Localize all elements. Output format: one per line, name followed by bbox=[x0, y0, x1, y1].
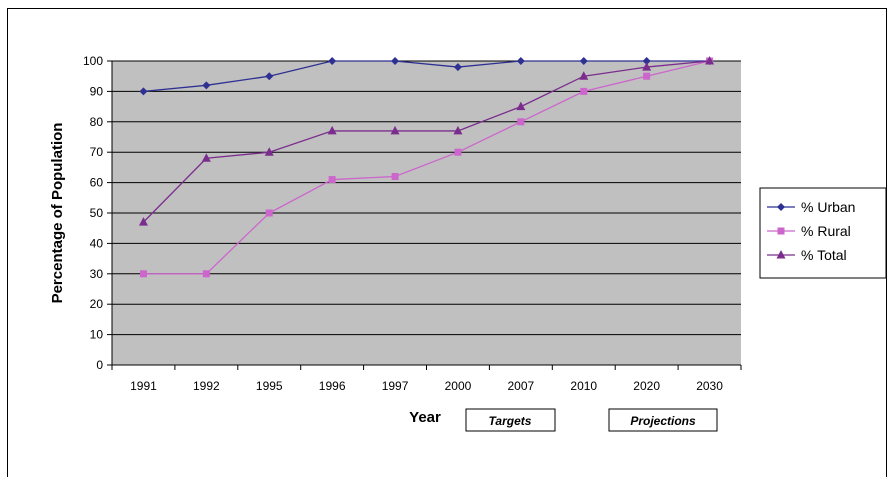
data-point-urban bbox=[139, 87, 148, 96]
x-tick-label: 2030 bbox=[696, 379, 723, 393]
data-point-total bbox=[453, 125, 463, 135]
x-tick-label: 2000 bbox=[445, 379, 472, 393]
y-tick-labels: 0 10 20 30 40 50 60 70 80 90 100 bbox=[83, 54, 103, 372]
x-tick-label: 2007 bbox=[507, 379, 534, 393]
x-tick-label: 1992 bbox=[193, 379, 220, 393]
x-tick-label: 1997 bbox=[382, 379, 409, 393]
data-point-rural bbox=[643, 72, 651, 80]
data-point-urban bbox=[265, 72, 274, 81]
gridlines bbox=[112, 60, 741, 336]
x-axis-title: Year bbox=[409, 409, 441, 426]
data-point-total bbox=[264, 147, 274, 156]
legend-marker bbox=[776, 250, 786, 259]
data-point-rural bbox=[139, 270, 147, 278]
y-tick-label: 40 bbox=[90, 236, 104, 250]
data-point-urban bbox=[202, 81, 211, 90]
legend-label: % Rural bbox=[801, 223, 851, 239]
x-tick-label: 1996 bbox=[319, 379, 346, 393]
legend-item-total: % Total bbox=[767, 247, 847, 263]
x-tick-label: 1995 bbox=[256, 379, 283, 393]
legend-label: % Total bbox=[801, 247, 847, 263]
x-tick-label: 2010 bbox=[570, 379, 597, 393]
data-point-urban bbox=[328, 57, 337, 65]
data-point-urban bbox=[391, 57, 400, 65]
series-line-rural bbox=[143, 60, 710, 275]
data-point-total bbox=[642, 62, 652, 71]
data-point-urban bbox=[453, 63, 462, 72]
data-point-total bbox=[327, 125, 337, 135]
legend-marker bbox=[777, 203, 785, 211]
data-point-rural bbox=[454, 148, 462, 156]
projections-label: Projections bbox=[630, 414, 696, 428]
projections-box bbox=[608, 408, 718, 432]
x-tick-labels: 1991 1992 1995 1996 1997 2000 2007 2010 2020 2030 bbox=[130, 379, 723, 393]
y-tick-label: 50 bbox=[90, 206, 104, 220]
legend-marker bbox=[777, 227, 785, 235]
y-tick-label: 10 bbox=[90, 328, 104, 342]
series-line-total bbox=[142, 60, 710, 223]
x-tick-label: 2020 bbox=[633, 379, 660, 393]
series-line-urban bbox=[143, 60, 710, 93]
data-point-rural bbox=[580, 87, 588, 95]
legend-item-rural: % Rural bbox=[767, 223, 851, 239]
data-point-urban bbox=[516, 57, 525, 65]
x-tick-label: 1991 bbox=[130, 379, 157, 393]
data-point-rural bbox=[265, 209, 273, 217]
legend: % Urban % Rural % Total bbox=[759, 187, 887, 279]
data-point-total bbox=[516, 101, 526, 111]
series-group bbox=[138, 56, 715, 278]
y-tick-label: 60 bbox=[90, 176, 104, 190]
data-point-urban bbox=[642, 57, 651, 65]
data-point-total bbox=[579, 71, 589, 80]
legend-label: % Urban bbox=[801, 199, 855, 215]
data-point-total bbox=[705, 56, 715, 65]
y-tick-label: 100 bbox=[83, 54, 103, 68]
data-point-urban bbox=[579, 57, 588, 65]
data-point-rural bbox=[391, 173, 399, 181]
y-tick-label: 0 bbox=[96, 358, 103, 372]
data-point-total bbox=[201, 153, 211, 162]
targets-box bbox=[465, 408, 556, 432]
y-tick-label: 30 bbox=[90, 267, 104, 281]
series-urban bbox=[139, 57, 714, 96]
series-rural bbox=[139, 57, 714, 278]
data-point-rural bbox=[517, 118, 525, 126]
axes bbox=[107, 60, 742, 370]
y-axis-title: Percentage of Population bbox=[49, 123, 66, 304]
y-tick-label: 70 bbox=[90, 145, 104, 159]
y-tick-label: 90 bbox=[90, 84, 104, 98]
legend-item-urban: % Urban bbox=[767, 199, 855, 215]
data-point-total bbox=[390, 125, 400, 135]
targets-label: Targets bbox=[489, 414, 532, 428]
series-total bbox=[138, 56, 715, 226]
y-tick-label: 20 bbox=[90, 297, 104, 311]
y-tick-label: 80 bbox=[90, 115, 104, 129]
data-point-rural bbox=[328, 176, 336, 184]
data-point-total bbox=[138, 217, 148, 226]
data-point-rural bbox=[202, 270, 210, 278]
